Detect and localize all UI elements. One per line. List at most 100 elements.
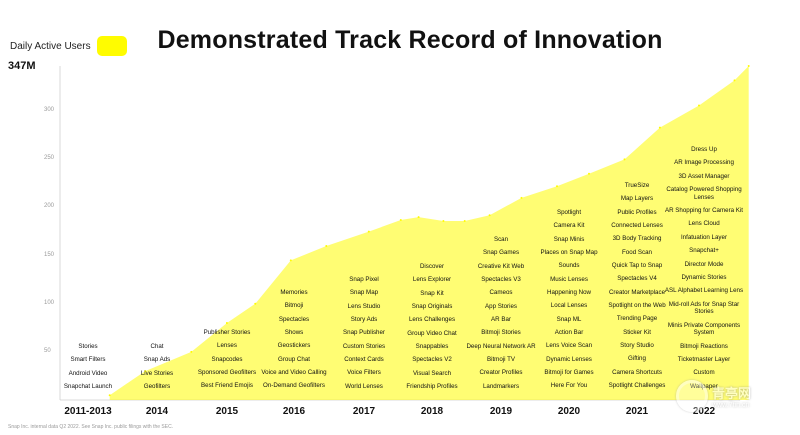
feature-column: Chat Snap Ads Live Stories Geofilters xyxy=(114,343,200,396)
feature-item: Smart Filters xyxy=(70,356,106,364)
feature-item: Voice Filters xyxy=(347,369,381,377)
dau-point xyxy=(399,219,402,221)
feature-item: Connected Lenses xyxy=(611,222,663,230)
feature-item: Voice and Video Calling xyxy=(261,369,327,377)
feature-item: Sticker Kit xyxy=(623,328,651,336)
watermark-logo-icon xyxy=(676,380,708,412)
feature-item: Geostickers xyxy=(277,342,311,350)
feature-item: Here For You xyxy=(550,382,588,390)
feature-item: Context Cards xyxy=(344,356,384,364)
y-tick-label: 50 xyxy=(44,347,51,354)
legend-label: Daily Active Users xyxy=(10,40,91,52)
feature-item: Snap Pixel xyxy=(349,276,379,283)
y-max-label: 347M xyxy=(8,60,36,72)
feature-item: Lens Explorer xyxy=(412,276,452,284)
feature-item: Map Layers xyxy=(620,195,654,203)
feature-item: ASL Alphabet Learning Lens xyxy=(664,287,744,295)
dau-point xyxy=(108,394,111,397)
feature-item: Bitmoji Stories xyxy=(481,329,521,337)
dau-point xyxy=(190,350,193,353)
feature-item: Visual Search xyxy=(412,369,452,377)
dau-point xyxy=(325,245,328,247)
feature-item: Public Profiles xyxy=(617,208,657,216)
feature-item: Sounds xyxy=(558,262,580,270)
feature-item: Snap Kit xyxy=(420,289,444,297)
dau-point xyxy=(417,216,420,219)
y-tick-label: 100 xyxy=(44,299,55,306)
feature-item: Snap Publisher xyxy=(343,329,385,337)
feature-item: Cameos xyxy=(489,289,513,297)
feature-item: Snapcodes xyxy=(211,355,243,363)
dau-point xyxy=(442,220,445,222)
feature-item: Lens Studio xyxy=(347,302,381,310)
feature-item: Geofilters xyxy=(143,383,171,391)
dau-point xyxy=(623,158,626,161)
watermark-text-block: 青亭网 www.7tin.cn xyxy=(712,383,751,409)
feature-item: Live Stories xyxy=(140,369,174,377)
feature-item: Minis Private Components System xyxy=(667,321,741,337)
legend-swatch xyxy=(96,36,127,56)
feature-item: Bitmoji TV xyxy=(486,356,516,364)
footnote: Snap Inc. internal data Q2 2022. See Sna… xyxy=(8,424,174,430)
y-tick-label: 200 xyxy=(44,203,55,210)
x-tick-label: 2015 xyxy=(215,406,239,417)
feature-item: On-Demand Geofilters xyxy=(263,382,325,390)
x-tick-label: 2020 xyxy=(557,406,581,417)
feature-item: Music Lenses xyxy=(550,275,588,283)
watermark: 青亭网 www.7tin.cn xyxy=(676,380,751,412)
legend: Daily Active Users xyxy=(10,36,127,56)
feature-item: 3D Body Tracking xyxy=(612,235,662,243)
dau-point xyxy=(289,259,292,262)
feature-item: Friendship Profiles xyxy=(406,383,458,391)
feature-column: Memories Bitmoji Spectacles Shows Geosticker… xyxy=(251,289,337,396)
feature-item: Dynamic Lenses xyxy=(546,355,592,363)
feature-item: Snap Games xyxy=(482,249,520,257)
x-tick-label: 2019 xyxy=(489,406,513,417)
feature-item: Places on Snap Map xyxy=(540,249,598,257)
feature-column: Scan Snap Games Creative Kit Web Spectacles… xyxy=(458,236,544,396)
feature-item: Camera Kit xyxy=(553,222,585,230)
feature-item: Camera Shortcuts xyxy=(612,368,662,376)
feature-item: Infatuation Layer xyxy=(680,233,728,241)
feature-item: Sponsored Geofilters xyxy=(197,369,257,377)
feature-column: TrueSize Map Layers Public Profiles Connect… xyxy=(594,182,680,396)
feature-item: Mid-roll Ads for Snap Star Stories xyxy=(668,300,740,316)
dau-point xyxy=(254,302,257,305)
feature-item: Dynamic Stories xyxy=(681,273,727,281)
feature-item: Food Scan xyxy=(622,248,652,256)
feature-column: Snap Pixel Snap Map Lens Studio Story Ads Sn… xyxy=(321,276,407,396)
feature-item: AR Image Processing xyxy=(674,159,734,167)
x-tick-label: 2018 xyxy=(420,406,444,417)
feature-item: Action Bar xyxy=(554,329,584,337)
x-tick-label: 2022 xyxy=(692,406,716,417)
dau-point xyxy=(588,172,590,175)
dau-point xyxy=(225,322,228,324)
feature-item: Group Chat xyxy=(278,355,310,363)
feature-item: Shows xyxy=(284,329,304,337)
feature-item: TrueSize xyxy=(624,182,650,189)
feature-item: Memories xyxy=(280,289,308,296)
x-tick-label: 2014 xyxy=(145,406,169,417)
feature-item: Lenses xyxy=(217,342,237,350)
feature-item: Deep Neural Network AR xyxy=(466,342,536,350)
dau-point xyxy=(463,220,466,222)
feature-item: Dress Up xyxy=(691,146,717,153)
x-tick-label: 2017 xyxy=(352,406,376,417)
dau-point xyxy=(733,79,736,82)
feature-item: Group Video Chat xyxy=(407,329,457,337)
feature-item: Spotlight Challenges xyxy=(608,382,666,390)
feature-column: Dress Up AR Image Processing 3D Asset Mana… xyxy=(661,146,747,396)
feature-item: Story Ads xyxy=(350,316,378,324)
feature-column: Spotlight Camera Kit Snap Minis Places on S… xyxy=(526,209,612,396)
x-tick-label: 2011-2013 xyxy=(64,406,112,417)
feature-item: Stories xyxy=(78,343,98,350)
dau-point xyxy=(144,370,147,373)
feature-item: Creative Kit Web xyxy=(477,262,525,270)
feature-item: Spectacles xyxy=(278,315,310,323)
feature-item: Snappables xyxy=(415,343,449,351)
feature-item: Lens Challenges xyxy=(408,316,456,324)
feature-item: Snap Originals xyxy=(411,303,453,311)
feature-item: Ticketmaster Layer xyxy=(677,356,731,364)
feature-item: Trending Page xyxy=(616,315,658,323)
